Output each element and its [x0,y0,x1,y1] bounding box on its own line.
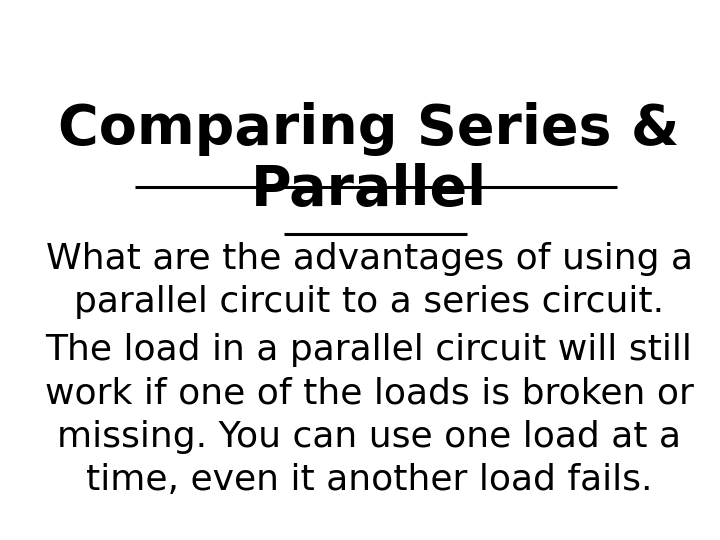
Text: Parallel: Parallel [251,163,487,217]
Text: The load in a parallel circuit will still
work if one of the loads is broken or
: The load in a parallel circuit will stil… [45,333,693,497]
Text: Comparing Series &: Comparing Series & [58,102,680,156]
Text: What are the advantages of using a
parallel circuit to a series circuit.: What are the advantages of using a paral… [45,241,693,319]
